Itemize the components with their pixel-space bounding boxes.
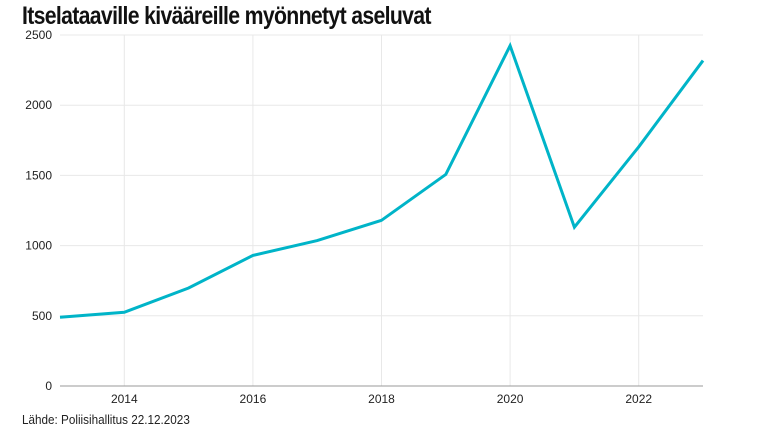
source-note: Lähde: Poliisihallitus 22.12.2023 (22, 412, 190, 427)
y-tick-label: 2500 (25, 28, 52, 42)
x-tick-label: 2022 (625, 392, 652, 406)
x-tick-label: 2020 (497, 392, 524, 406)
y-tick-label: 500 (32, 309, 52, 323)
y-tick-label: 2000 (25, 98, 52, 112)
x-tick-label: 2016 (240, 392, 267, 406)
chart-title: Itselataaville kivääreille myönnetyt ase… (22, 2, 431, 30)
x-tick-label: 2018 (368, 392, 395, 406)
y-tick-label: 1000 (25, 239, 52, 253)
x-tick-label: 2014 (111, 392, 138, 406)
y-tick-label: 0 (45, 379, 52, 393)
y-tick-label: 1500 (25, 168, 52, 182)
